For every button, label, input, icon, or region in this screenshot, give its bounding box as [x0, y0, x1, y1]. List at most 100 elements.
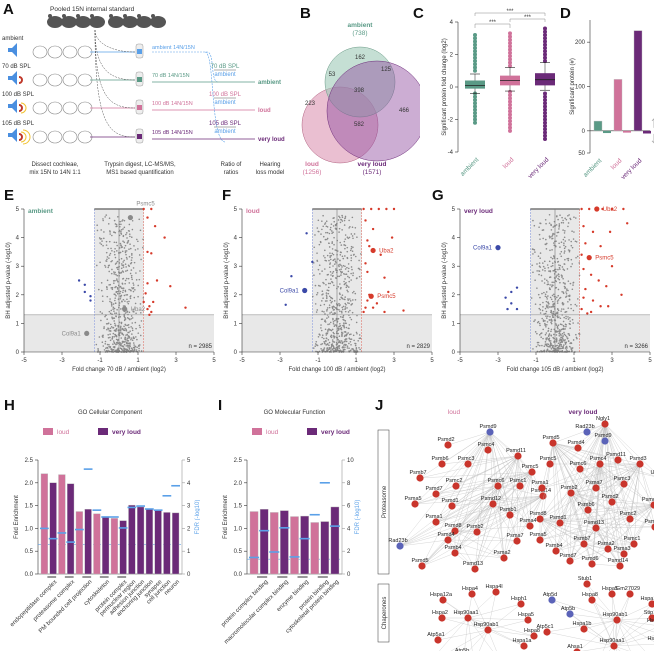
- sig-up-point: [377, 207, 380, 211]
- gray-point: [340, 310, 343, 313]
- gray-point: [349, 316, 351, 319]
- sound-wave-icon: [18, 76, 23, 84]
- tube-sample: [137, 49, 142, 54]
- venn-region-all: 398: [354, 88, 365, 94]
- network-edge: [447, 539, 518, 542]
- gray-point: [559, 338, 561, 340]
- gray-point: [537, 255, 540, 257]
- gray-point: [356, 332, 358, 335]
- node-label: Psma7: [506, 533, 523, 539]
- gray-point: [317, 335, 320, 338]
- x-tick-label: -5: [239, 358, 245, 364]
- gray-point: [99, 261, 101, 264]
- x-axis-label: Fold change 70 dB / ambient (log2): [72, 367, 166, 373]
- gray-point: [550, 318, 553, 321]
- gray-point: [131, 252, 133, 255]
- gray-point: [332, 347, 335, 350]
- gray-point: [126, 258, 128, 260]
- network-node: [526, 522, 534, 530]
- outlier-point: [473, 62, 477, 67]
- network-edge: [599, 463, 654, 477]
- node-label: Psmc6: [488, 478, 505, 484]
- gray-point: [320, 327, 322, 329]
- node-label: Atp5a1: [427, 632, 444, 638]
- gray-point: [555, 324, 558, 326]
- gray-point: [338, 265, 340, 268]
- gray-point: [557, 324, 560, 327]
- sig-up-point: [580, 207, 583, 211]
- gray-point: [348, 276, 351, 279]
- gray-point: [542, 337, 544, 340]
- gray-point: [319, 273, 321, 275]
- network-node: [613, 616, 621, 624]
- gray-point: [338, 275, 341, 278]
- gray-point: [344, 296, 346, 298]
- gray-point: [534, 331, 537, 333]
- gray-point: [111, 268, 113, 271]
- network-node: [438, 614, 446, 622]
- gray-point: [127, 346, 129, 348]
- gray-point: [119, 242, 122, 245]
- gray-point: [324, 223, 326, 225]
- gray-point: [348, 347, 350, 350]
- node-label: Hsph1: [511, 596, 527, 602]
- gray-point: [545, 296, 548, 298]
- gray-point: [539, 296, 541, 299]
- ratio-numerator: 100 dB SPL: [209, 92, 242, 98]
- mouse-icon: [77, 45, 93, 59]
- gray-point: [323, 311, 325, 313]
- enrichment-bar: [320, 521, 330, 575]
- gray-point: [564, 334, 567, 337]
- gray-point: [563, 242, 565, 245]
- chart-title: GO Cellular Component: [78, 410, 142, 416]
- gray-point: [566, 289, 568, 291]
- sig-up-point: [150, 207, 153, 211]
- gray-point: [553, 341, 555, 343]
- panel-label-c: C: [413, 5, 424, 22]
- gray-point: [116, 250, 118, 252]
- network-edge: [604, 423, 621, 567]
- gray-point: [344, 320, 347, 322]
- gray-point: [341, 216, 344, 219]
- condition-label: ambient: [2, 36, 24, 42]
- enrichment-bar: [40, 473, 48, 575]
- gray-point: [323, 342, 326, 344]
- network-node: [543, 628, 551, 636]
- y-tick-label: 1: [16, 321, 20, 327]
- gray-point: [350, 247, 353, 250]
- network-edge: [476, 455, 519, 533]
- node-label: Ahsa1: [567, 644, 583, 650]
- network-edge: [599, 463, 654, 527]
- gray-point: [544, 324, 547, 326]
- node-label: Hspa1b: [573, 621, 592, 627]
- gray-point: [105, 347, 107, 350]
- y2-tick-label: 3: [187, 504, 191, 510]
- gray-point: [317, 268, 320, 271]
- outlier-point: [543, 29, 547, 34]
- gray-point: [331, 300, 333, 303]
- x-tick-label: loud: [610, 157, 624, 171]
- network-edge: [613, 603, 653, 647]
- gray-point: [571, 246, 574, 249]
- gray-point: [558, 242, 560, 245]
- gray-point: [108, 345, 110, 348]
- outlier-point: [543, 117, 547, 122]
- outlier-point: [473, 36, 477, 41]
- gray-point: [128, 288, 130, 291]
- gray-point: [558, 345, 561, 347]
- network-node: [546, 460, 554, 468]
- gray-point: [354, 299, 357, 301]
- gray-point: [567, 318, 570, 320]
- sig-up-point: [607, 305, 610, 308]
- gray-point: [122, 261, 124, 263]
- gray-point: [320, 343, 322, 346]
- network-node: [650, 501, 654, 509]
- gray-point: [326, 349, 329, 352]
- y-tick-label: 3: [16, 264, 20, 270]
- gray-point: [101, 240, 103, 242]
- gray-point: [127, 313, 129, 316]
- gray-point: [556, 331, 558, 333]
- gray-point: [350, 344, 352, 346]
